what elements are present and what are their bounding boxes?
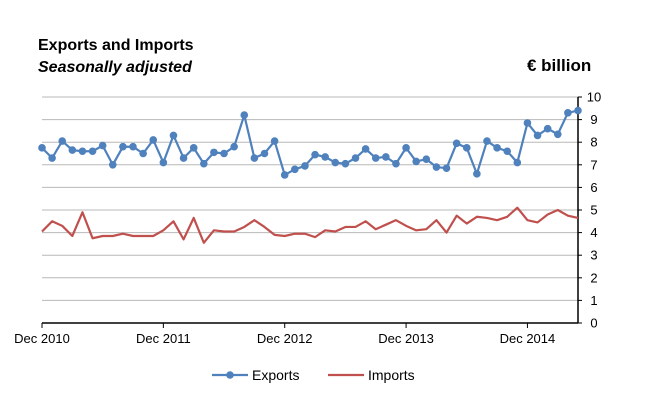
imports-series-line	[41, 206, 579, 244]
x-tick-label-3: Dec 2013	[378, 331, 434, 346]
y-tick-label-2: 2	[590, 270, 597, 285]
x-tick-label-0: Dec 2010	[14, 331, 70, 346]
legend-exports-label: Exports	[252, 367, 299, 383]
exports-point-43	[473, 170, 481, 178]
exports-point-10	[139, 149, 147, 158]
legend-exports-marker	[226, 371, 234, 379]
exports-point-50	[543, 124, 552, 133]
chart-title: Exports and Imports	[38, 37, 194, 54]
exports-point-0	[38, 144, 46, 152]
exports-point-51	[553, 130, 562, 139]
exports-point-42	[462, 144, 471, 152]
exports-point-14	[179, 154, 188, 162]
exports-point-38	[422, 155, 431, 163]
exports-point-44	[483, 137, 491, 145]
exports-point-31	[351, 154, 360, 162]
exports-point-40	[442, 164, 451, 172]
chart-subtitle: Seasonally adjusted	[38, 59, 192, 76]
exports-point-7	[108, 161, 117, 169]
exports-point-35	[392, 159, 400, 168]
exports-point-11	[149, 136, 158, 144]
exports-point-39	[432, 163, 441, 171]
exports-point-36	[402, 144, 410, 152]
exports-point-17	[210, 148, 218, 157]
x-tick-label-1: Dec 2011	[136, 331, 191, 346]
exports-point-27	[311, 150, 319, 159]
exports-point-13	[169, 131, 178, 140]
exports-point-1	[48, 154, 56, 162]
exports-point-52	[564, 109, 572, 117]
exports-point-26	[301, 162, 309, 170]
exports-point-33	[371, 154, 380, 162]
x-tick-label-2: Dec 2012	[257, 331, 313, 346]
exports-point-20	[240, 111, 249, 119]
y-tick-label-8: 8	[590, 135, 597, 150]
exports-point-8	[119, 142, 127, 151]
exports-point-25	[291, 165, 299, 174]
exports-point-46	[503, 147, 512, 156]
y-axis-unit-label: € billion	[527, 56, 592, 75]
exports-point-28	[321, 153, 329, 161]
exports-point-6	[98, 141, 107, 150]
exports-point-29	[331, 158, 340, 167]
y-tick-label-9: 9	[590, 112, 597, 127]
exports-point-34	[382, 153, 390, 161]
exports-point-49	[533, 131, 542, 140]
exports-point-32	[361, 145, 370, 153]
exports-point-24	[280, 171, 289, 179]
exports-point-2	[58, 137, 67, 145]
y-tick-label-3: 3	[590, 248, 597, 263]
exports-point-19	[230, 142, 238, 151]
y-tick-label-7: 7	[590, 157, 597, 172]
legend-imports-label: Imports	[368, 367, 415, 383]
exports-point-5	[88, 147, 97, 156]
y-tick-label-1: 1	[590, 293, 597, 308]
exports-point-9	[129, 142, 137, 151]
exports-point-45	[493, 144, 501, 152]
exports-point-23	[270, 137, 279, 145]
exports-point-30	[341, 159, 350, 168]
y-tick-label-5: 5	[590, 203, 597, 218]
x-tick-label-4: Dec 2014	[500, 331, 556, 346]
y-tick-label-6: 6	[590, 180, 597, 195]
exports-point-15	[189, 144, 198, 152]
exports-point-22	[260, 149, 269, 158]
exports-point-3	[68, 146, 77, 154]
exports-point-4	[78, 147, 87, 156]
exports-point-48	[523, 119, 532, 127]
exports-point-41	[452, 139, 461, 148]
exports-point-18	[220, 149, 228, 158]
y-tick-label-0: 0	[590, 316, 597, 331]
y-tick-label-10: 10	[587, 90, 601, 105]
exports-point-16	[200, 159, 208, 168]
exports-point-47	[513, 158, 522, 167]
exports-point-53	[574, 106, 582, 115]
exports-series-line	[41, 109, 579, 177]
exports-point-12	[159, 158, 168, 167]
y-tick-label-4: 4	[590, 225, 597, 240]
exports-point-37	[412, 157, 420, 166]
exports-point-21	[250, 154, 259, 162]
